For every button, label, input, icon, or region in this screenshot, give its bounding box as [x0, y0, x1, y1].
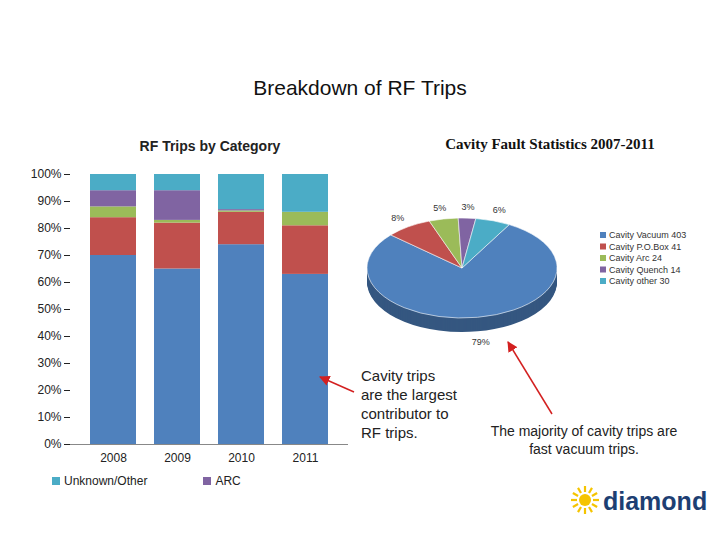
svg-text:0%: 0% — [44, 437, 62, 451]
svg-text:3%: 3% — [462, 202, 475, 212]
html-text:Cavity trips are the largest c: Cavity trips are the largest contributor… — [361, 367, 457, 441]
svg-text:60%: 60% — [37, 275, 61, 289]
html-text:Cavity Fault Statistics 2007-2: Cavity Fault Statistics 2007-2011 — [445, 136, 655, 152]
svg-text:50%: 50% — [37, 302, 61, 316]
svg-text:6%: 6% — [493, 205, 506, 215]
svg-text:10%: 10% — [37, 410, 61, 424]
svg-text:diamond: diamond — [603, 487, 707, 515]
svg-text:70%: 70% — [37, 248, 61, 262]
svg-text:2008: 2008 — [100, 451, 127, 465]
svg-text:Cavity Quench 14: Cavity Quench 14 — [609, 265, 681, 275]
svg-text:Cavity Arc 24: Cavity Arc 24 — [609, 253, 662, 263]
svg-text:80%: 80% — [37, 221, 61, 235]
svg-text:8%: 8% — [391, 213, 404, 223]
html-text:Unknown/Other: Unknown/Other — [64, 474, 148, 488]
svg-text:2010: 2010 — [228, 451, 255, 465]
svg-text:79%: 79% — [472, 337, 490, 347]
html-text:ARC: ARC — [215, 474, 241, 488]
svg-text:20%: 20% — [37, 383, 61, 397]
svg-text:100%: 100% — [31, 167, 62, 181]
html-text:RF Trips by Category: RF Trips by Category — [139, 138, 281, 154]
svg-text:Cavity Vacuum 403: Cavity Vacuum 403 — [609, 230, 686, 240]
svg-text:30%: 30% — [37, 356, 61, 370]
svg-text:90%: 90% — [37, 194, 61, 208]
svg-text:40%: 40% — [37, 329, 61, 343]
svg-text:Cavity P.O.Box 41: Cavity P.O.Box 41 — [609, 242, 681, 252]
svg-text:Cavity other 30: Cavity other 30 — [609, 276, 670, 286]
svg-text:2011: 2011 — [293, 451, 319, 465]
svg-text:2009: 2009 — [164, 451, 191, 465]
html-text:The majority of cavity trips a: The majority of cavity trips are fast va… — [490, 423, 678, 457]
html-text:Breakdown of RF Trips: Breakdown of RF Trips — [253, 76, 467, 99]
svg-text:5%: 5% — [433, 203, 446, 213]
